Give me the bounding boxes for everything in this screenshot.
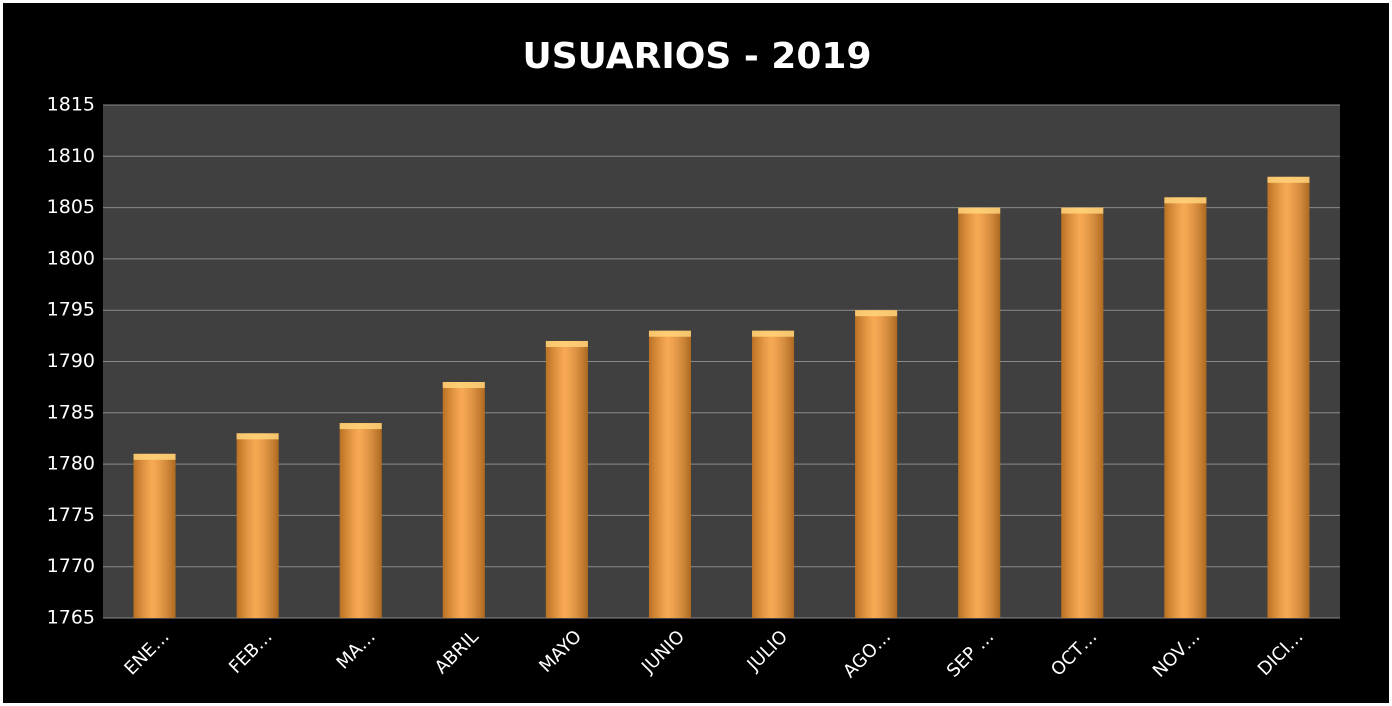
bar-cap <box>1267 176 1310 183</box>
bar-shading <box>545 340 588 618</box>
bar-shading <box>339 423 382 618</box>
bar-shading <box>855 310 898 618</box>
bar-shading <box>958 207 1001 618</box>
bar-shading <box>1061 207 1104 618</box>
bar-cap <box>545 340 588 347</box>
bar-cap <box>855 310 898 317</box>
bar-shading <box>648 330 691 618</box>
bar-cap <box>133 453 176 460</box>
y-tick-label: 1765 <box>47 607 95 629</box>
bar-shading <box>1164 197 1207 618</box>
bar-cap <box>752 330 795 337</box>
bar-cap <box>1164 197 1207 204</box>
bar-cap <box>648 330 691 337</box>
bar-cap <box>442 382 485 389</box>
bar-shading <box>752 330 795 618</box>
y-tick-label: 1805 <box>47 196 95 218</box>
bar-cap <box>236 433 279 440</box>
bar-shading <box>133 453 176 618</box>
y-tick-label: 1785 <box>47 401 95 423</box>
chart-title: USUARIOS - 2019 <box>523 36 872 77</box>
bar-shading <box>236 433 279 618</box>
y-tick-label: 1780 <box>47 453 95 475</box>
y-tick-label: 1815 <box>47 94 95 116</box>
bar-cap <box>339 423 382 430</box>
bar-cap <box>958 207 1001 214</box>
y-tick-label: 1790 <box>47 350 95 372</box>
y-tick-label: 1795 <box>47 299 95 321</box>
bar-shading <box>1267 176 1310 618</box>
y-tick-label: 1770 <box>47 555 95 577</box>
bar-shading <box>442 382 485 618</box>
bar-cap <box>1061 207 1104 214</box>
y-tick-label: 1775 <box>47 504 95 526</box>
y-tick-label: 1810 <box>47 145 95 167</box>
y-tick-label: 1800 <box>47 247 95 269</box>
